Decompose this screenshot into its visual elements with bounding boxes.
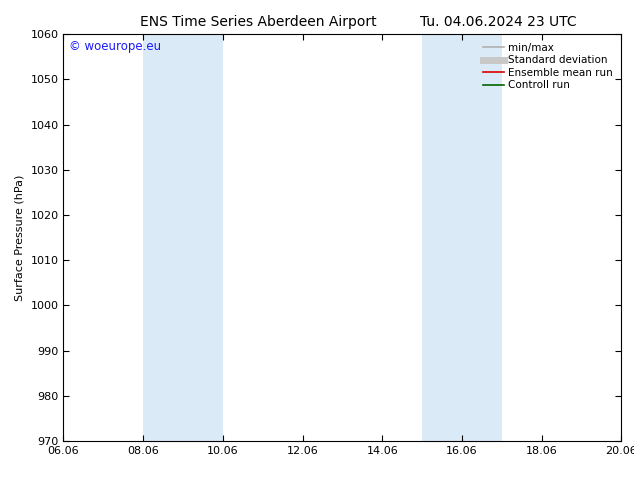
Text: ENS Time Series Aberdeen Airport: ENS Time Series Aberdeen Airport: [140, 15, 377, 29]
Bar: [143, 34, 223, 441]
Y-axis label: Surface Pressure (hPa): Surface Pressure (hPa): [15, 174, 25, 301]
Bar: [422, 34, 501, 441]
Legend: min/max, Standard deviation, Ensemble mean run, Controll run: min/max, Standard deviation, Ensemble me…: [480, 40, 616, 94]
Text: © woeurope.eu: © woeurope.eu: [69, 40, 161, 53]
Text: Tu. 04.06.2024 23 UTC: Tu. 04.06.2024 23 UTC: [420, 15, 577, 29]
